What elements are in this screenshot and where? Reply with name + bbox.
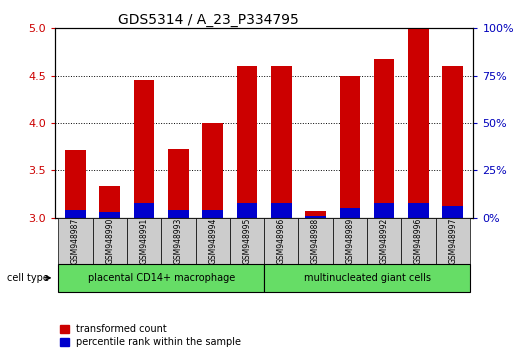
Bar [374, 202, 394, 218]
Text: placental CD14+ macrophage: placental CD14+ macrophage [88, 273, 235, 283]
Text: GSM948993: GSM948993 [174, 217, 183, 264]
Bar [161, 218, 196, 264]
Bar [230, 218, 264, 264]
Text: GSM948992: GSM948992 [380, 218, 389, 264]
Bar [401, 218, 436, 264]
Text: GSM948989: GSM948989 [345, 218, 355, 264]
Bar [305, 216, 326, 218]
Bar [59, 218, 93, 264]
Bar [134, 202, 154, 218]
Bar [408, 202, 429, 218]
Bar [65, 210, 86, 218]
Bar [367, 218, 401, 264]
Bar [436, 218, 470, 264]
Bar [202, 210, 223, 218]
Text: GSM948994: GSM948994 [208, 217, 217, 264]
Bar [264, 218, 299, 264]
Text: GSM948986: GSM948986 [277, 218, 286, 264]
Text: GSM948996: GSM948996 [414, 217, 423, 264]
Bar [374, 59, 394, 218]
Text: GSM948990: GSM948990 [105, 217, 115, 264]
Bar [339, 76, 360, 218]
Bar [333, 218, 367, 264]
Bar [237, 66, 257, 218]
Bar [408, 28, 429, 218]
Text: GDS5314 / A_23_P334795: GDS5314 / A_23_P334795 [118, 13, 299, 27]
Bar [305, 211, 326, 218]
Bar [202, 123, 223, 218]
Bar [168, 149, 189, 218]
Bar [271, 202, 291, 218]
Bar [134, 80, 154, 218]
Bar [59, 264, 264, 292]
Legend: transformed count, percentile rank within the sample: transformed count, percentile rank withi… [60, 325, 241, 347]
Text: cell type: cell type [7, 273, 49, 283]
Text: GSM948987: GSM948987 [71, 218, 80, 264]
Bar [264, 264, 470, 292]
Bar [442, 66, 463, 218]
Text: GSM948997: GSM948997 [448, 217, 457, 264]
Bar [65, 149, 86, 218]
Bar [339, 208, 360, 218]
Bar [299, 218, 333, 264]
Bar [196, 218, 230, 264]
Bar [442, 206, 463, 218]
Text: GSM948988: GSM948988 [311, 218, 320, 264]
Bar [237, 202, 257, 218]
Bar [99, 212, 120, 218]
Bar [168, 210, 189, 218]
Bar [99, 187, 120, 218]
Text: GSM948995: GSM948995 [243, 217, 252, 264]
Text: GSM948991: GSM948991 [140, 218, 149, 264]
Bar [93, 218, 127, 264]
Text: multinucleated giant cells: multinucleated giant cells [303, 273, 430, 283]
Bar [127, 218, 161, 264]
Bar [271, 66, 291, 218]
